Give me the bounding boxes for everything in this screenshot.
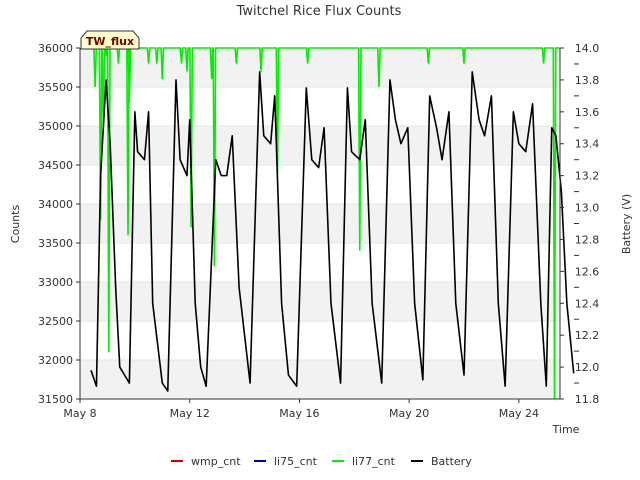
y-right-tick-label: 13.8 [575,74,600,87]
y-axis-right-title: Battery (V) [620,194,633,254]
legend: wmp_cnt li75_cnt li77_cnt Battery [171,455,472,468]
y-right-tick-label: 13.2 [575,170,600,183]
y-right-tick-label: 12.4 [575,297,600,310]
y-left-tick-label: 36000 [38,42,73,55]
y-right-tick-label: 13.0 [575,202,600,215]
legend-label-li75_cnt: li75_cnt [274,455,318,468]
grid-band [80,360,560,399]
y-right-tick-label: 12.0 [575,361,600,374]
y-right-tick-label: 12.6 [575,265,600,278]
y-right-tick-label: 13.6 [575,106,600,119]
y-left-tick-label: 34500 [38,159,73,172]
x-tick-label: May 12 [170,407,210,420]
legend-label-li77_cnt: li77_cnt [352,455,396,468]
grid-band [80,48,560,87]
x-tick-label: May 8 [63,407,96,420]
grid-band [80,204,560,243]
y-right-tick-label: 12.2 [575,329,600,342]
grid-band [80,282,560,321]
y-right-tick-label: 14.0 [575,42,600,55]
legend-label-Battery: Battery [431,455,472,468]
y-left-tick-label: 32000 [38,354,73,367]
y-right-tick-label: 12.8 [575,233,600,246]
series-battery-line [90,71,575,392]
y-left-tick-label: 34000 [38,198,73,211]
y-axis-left-title: Counts [9,205,22,244]
x-tick-label: May 16 [279,407,319,420]
y-right-tick-label: 13.4 [575,138,600,151]
y-left-tick-label: 32500 [38,315,73,328]
y-left-tick-label: 35500 [38,81,73,94]
site-label-box: TW_flux [80,30,140,50]
y-left-tick-label: 35000 [38,120,73,133]
y-left-tick-label: 33000 [38,276,73,289]
legend-label-wmp_cnt: wmp_cnt [191,455,241,468]
x-tick-label: May 24 [499,407,539,420]
y-left-tick-label: 31500 [38,393,73,406]
site-label: TW_flux [86,35,134,48]
x-axis-title: Time [552,423,580,436]
x-tick-label: May 20 [389,407,429,420]
chart-title: Twitchel Rice Flux Counts [236,4,402,19]
y-left-tick-label: 33500 [38,237,73,250]
y-right-tick-label: 11.8 [575,393,600,406]
